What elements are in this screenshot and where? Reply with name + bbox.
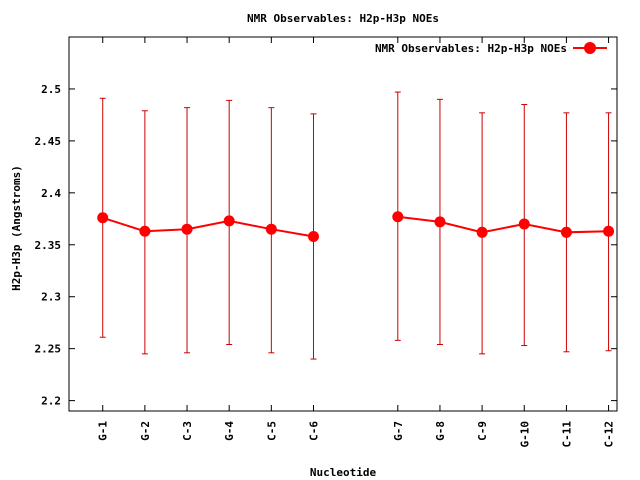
- x-tick-label: C-6: [307, 421, 320, 441]
- y-tick-label: 2.5: [41, 83, 61, 96]
- legend-label: NMR Observables: H2p-H3p NOEs: [375, 42, 567, 55]
- y-tick-label: 2.3: [41, 291, 61, 304]
- x-axis-label: Nucleotide: [310, 466, 377, 479]
- y-tick-label: 2.4: [41, 187, 61, 200]
- x-tick-label: C-12: [603, 421, 616, 448]
- data-point: [392, 211, 404, 223]
- y-tick-label: 2.35: [35, 239, 62, 252]
- chart-title: NMR Observables: H2p-H3p NOEs: [247, 12, 439, 25]
- series-line: [102, 216, 314, 238]
- data-point: [560, 226, 572, 238]
- data-point: [181, 223, 193, 235]
- data-point: [434, 216, 446, 228]
- data-point: [139, 225, 151, 237]
- data-point: [307, 230, 319, 242]
- x-tick-label: G-4: [223, 421, 236, 441]
- y-tick-label: 2.45: [35, 135, 62, 148]
- x-tick-label: G-7: [392, 421, 405, 441]
- y-tick-label: 2.25: [35, 343, 62, 356]
- legend-marker-swatch: [584, 42, 596, 54]
- y-ticks: 2.2 2.25 2.3 2.35 2.4 2.45 2.5: [35, 83, 617, 408]
- y-tick-label: 2.2: [41, 395, 61, 408]
- x-tick-label: G-2: [139, 421, 152, 441]
- data-point: [476, 226, 488, 238]
- x-tick-label: C-9: [476, 421, 489, 441]
- data-point: [97, 212, 109, 224]
- data-point: [223, 215, 235, 227]
- series-lines: [102, 215, 609, 238]
- x-ticks: G-1 G-2 C-3 G-4 C-5 C-6 G-7 G-8 C-9 G-10 C-11 C-12: [97, 37, 616, 448]
- x-tick-label: G-10: [518, 421, 531, 448]
- x-tick-label: G-1: [97, 421, 110, 441]
- x-tick-label: C-3: [181, 421, 194, 441]
- data-point: [603, 225, 615, 237]
- legend: NMR Observables: H2p-H3p NOEs: [375, 42, 607, 55]
- data-points: [97, 211, 615, 242]
- y-axis-label: H2p-H3p (Angstroms): [10, 165, 23, 291]
- series-line: [397, 215, 609, 234]
- plot-frame: [68, 36, 618, 412]
- data-point: [518, 218, 530, 230]
- x-tick-label: C-11: [560, 421, 573, 448]
- data-point: [265, 223, 277, 235]
- x-tick-label: G-8: [434, 421, 447, 441]
- x-tick-label: C-5: [265, 421, 278, 441]
